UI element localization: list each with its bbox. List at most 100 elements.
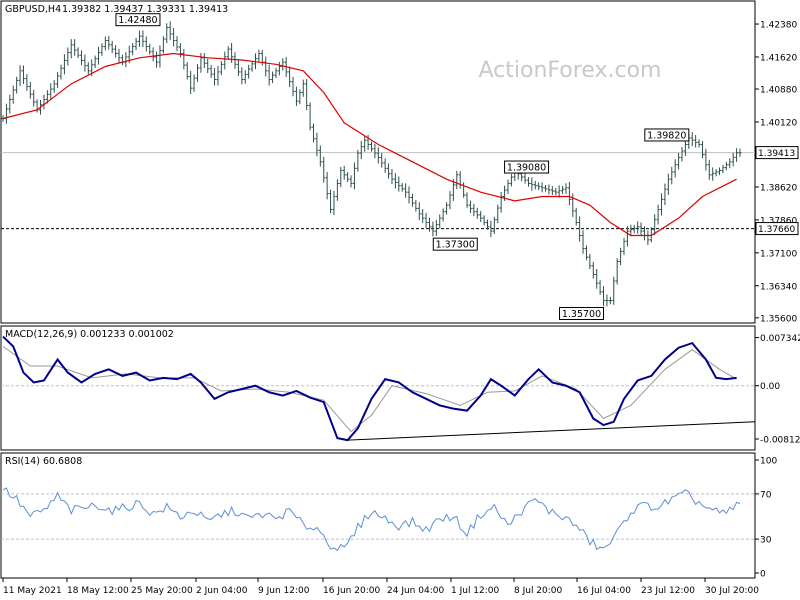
ohlc-bar [537,182,541,191]
ohlc-bar [175,36,179,52]
ohlc-bar [625,225,629,247]
ohlc-bar [103,36,107,51]
ohlc-bar [431,221,435,237]
ohlc-bar [311,123,315,143]
ohlc-bar [100,43,104,56]
ohlc-bar [28,81,32,99]
level-label: 1.37660 [758,225,795,235]
ohlc-bar [445,202,449,215]
ohlc-bar [52,79,56,93]
ohlc-bar [131,43,135,56]
ohlc-bar [697,139,701,148]
ohlc-bar [602,286,606,307]
ohlc-bar [523,173,527,184]
price-annotation: 1.42480 [115,13,161,27]
ohlc-bar [247,64,251,79]
ohlc-bar [56,71,60,88]
ohlc-bar [305,79,309,111]
ohlc-bar [441,208,445,222]
ohlc-bar [390,168,394,185]
macd-tick-label: 0.00 [760,382,780,392]
ohlc-bar [410,193,414,207]
ohlc-bar [639,222,643,236]
ohlc-bar [731,152,735,167]
ohlc-bar [591,261,595,279]
ohlc-bar [73,39,77,56]
ohlc-bar [656,204,660,225]
ohlc-bar [172,28,176,47]
ohlc-bar [137,30,141,47]
price-annotation: 1.35700 [559,307,605,320]
ohlc-bar [728,158,732,169]
ohlc-bar [192,74,196,92]
price-tick-label: 1.38620 [760,183,797,193]
ohlc-bar [66,47,70,66]
ohlc-bar [496,204,500,223]
ohlc-bar [161,36,165,54]
ohlc-bar [468,200,472,214]
ohlc-bar [274,67,278,79]
time-tick-label: 24 Jun 04:00 [387,586,444,596]
price-annotation: 1.37300 [432,237,478,251]
ohlc-bar [711,167,715,181]
ohlc-bar [199,52,203,73]
ohlc-bar [308,102,312,131]
time-tick-label: 11 May 2021 [3,586,62,596]
annotation-box [115,13,161,27]
macd-tick-label: -0.008126 [760,435,800,445]
ohlc-bar [370,141,373,152]
annotation-label: 1.35700 [562,309,601,320]
ohlc-bar [114,45,118,58]
ohlc-bar [339,166,343,188]
ohlc-bar [598,280,602,295]
ohlc-bar [547,184,551,195]
ohlc-bar [158,45,162,68]
ohlc-bar [608,296,612,305]
ohlc-bar [325,172,329,200]
time-tick-label: 8 Jul 20:00 [514,586,563,596]
ohlc-bar [724,161,728,171]
ohlc-bar [718,167,722,176]
ohlc-bar [636,221,640,234]
ohlc-bar [271,71,275,84]
ohlc-bar [288,66,292,88]
ohlc-bar [550,186,554,196]
ohlc-bar [206,58,210,74]
moving-average-line [2,52,737,237]
ohlc-bar [45,90,49,104]
ohlc-bar [400,182,404,192]
ohlc-bar [363,135,367,152]
ohlc-bar [397,176,401,192]
ohlc-bar [15,76,19,94]
ohlc-bar [509,174,513,187]
ohlc-bar [564,183,568,194]
ohlc-bar [79,50,83,66]
price-tick-label: 1.41620 [760,53,797,63]
ohlc-bar [434,219,438,236]
ohlc-bar [243,70,247,84]
ohlc-bar [544,184,548,192]
ohlc-bar [49,83,53,100]
ohlc-bar [595,268,599,289]
ohlc-bar [677,152,681,170]
ohlc-bar [209,65,213,78]
annotation-label: 1.39820 [647,130,686,141]
ohlc-bar [168,21,172,41]
ohlc-bar [660,193,664,216]
annotation-box [559,307,605,320]
ohlc-bar [670,166,674,185]
ohlc-bar [373,143,377,159]
ohlc-bar [448,191,452,210]
ohlc-bar [622,237,626,255]
price-tick-label: 1.40880 [760,86,797,96]
time-tick-label: 23 Jul 12:00 [641,586,695,596]
ohlc-bar [554,187,558,196]
macd-trendline [347,421,756,441]
ohlc-bar [349,175,353,188]
ohlc-bar [421,209,425,223]
ohlc-bar [492,216,496,235]
ohlc-bar [11,85,15,104]
ohlc-bar [479,211,483,222]
ohlc-bar [482,215,486,226]
ohlc-bar [155,51,159,68]
